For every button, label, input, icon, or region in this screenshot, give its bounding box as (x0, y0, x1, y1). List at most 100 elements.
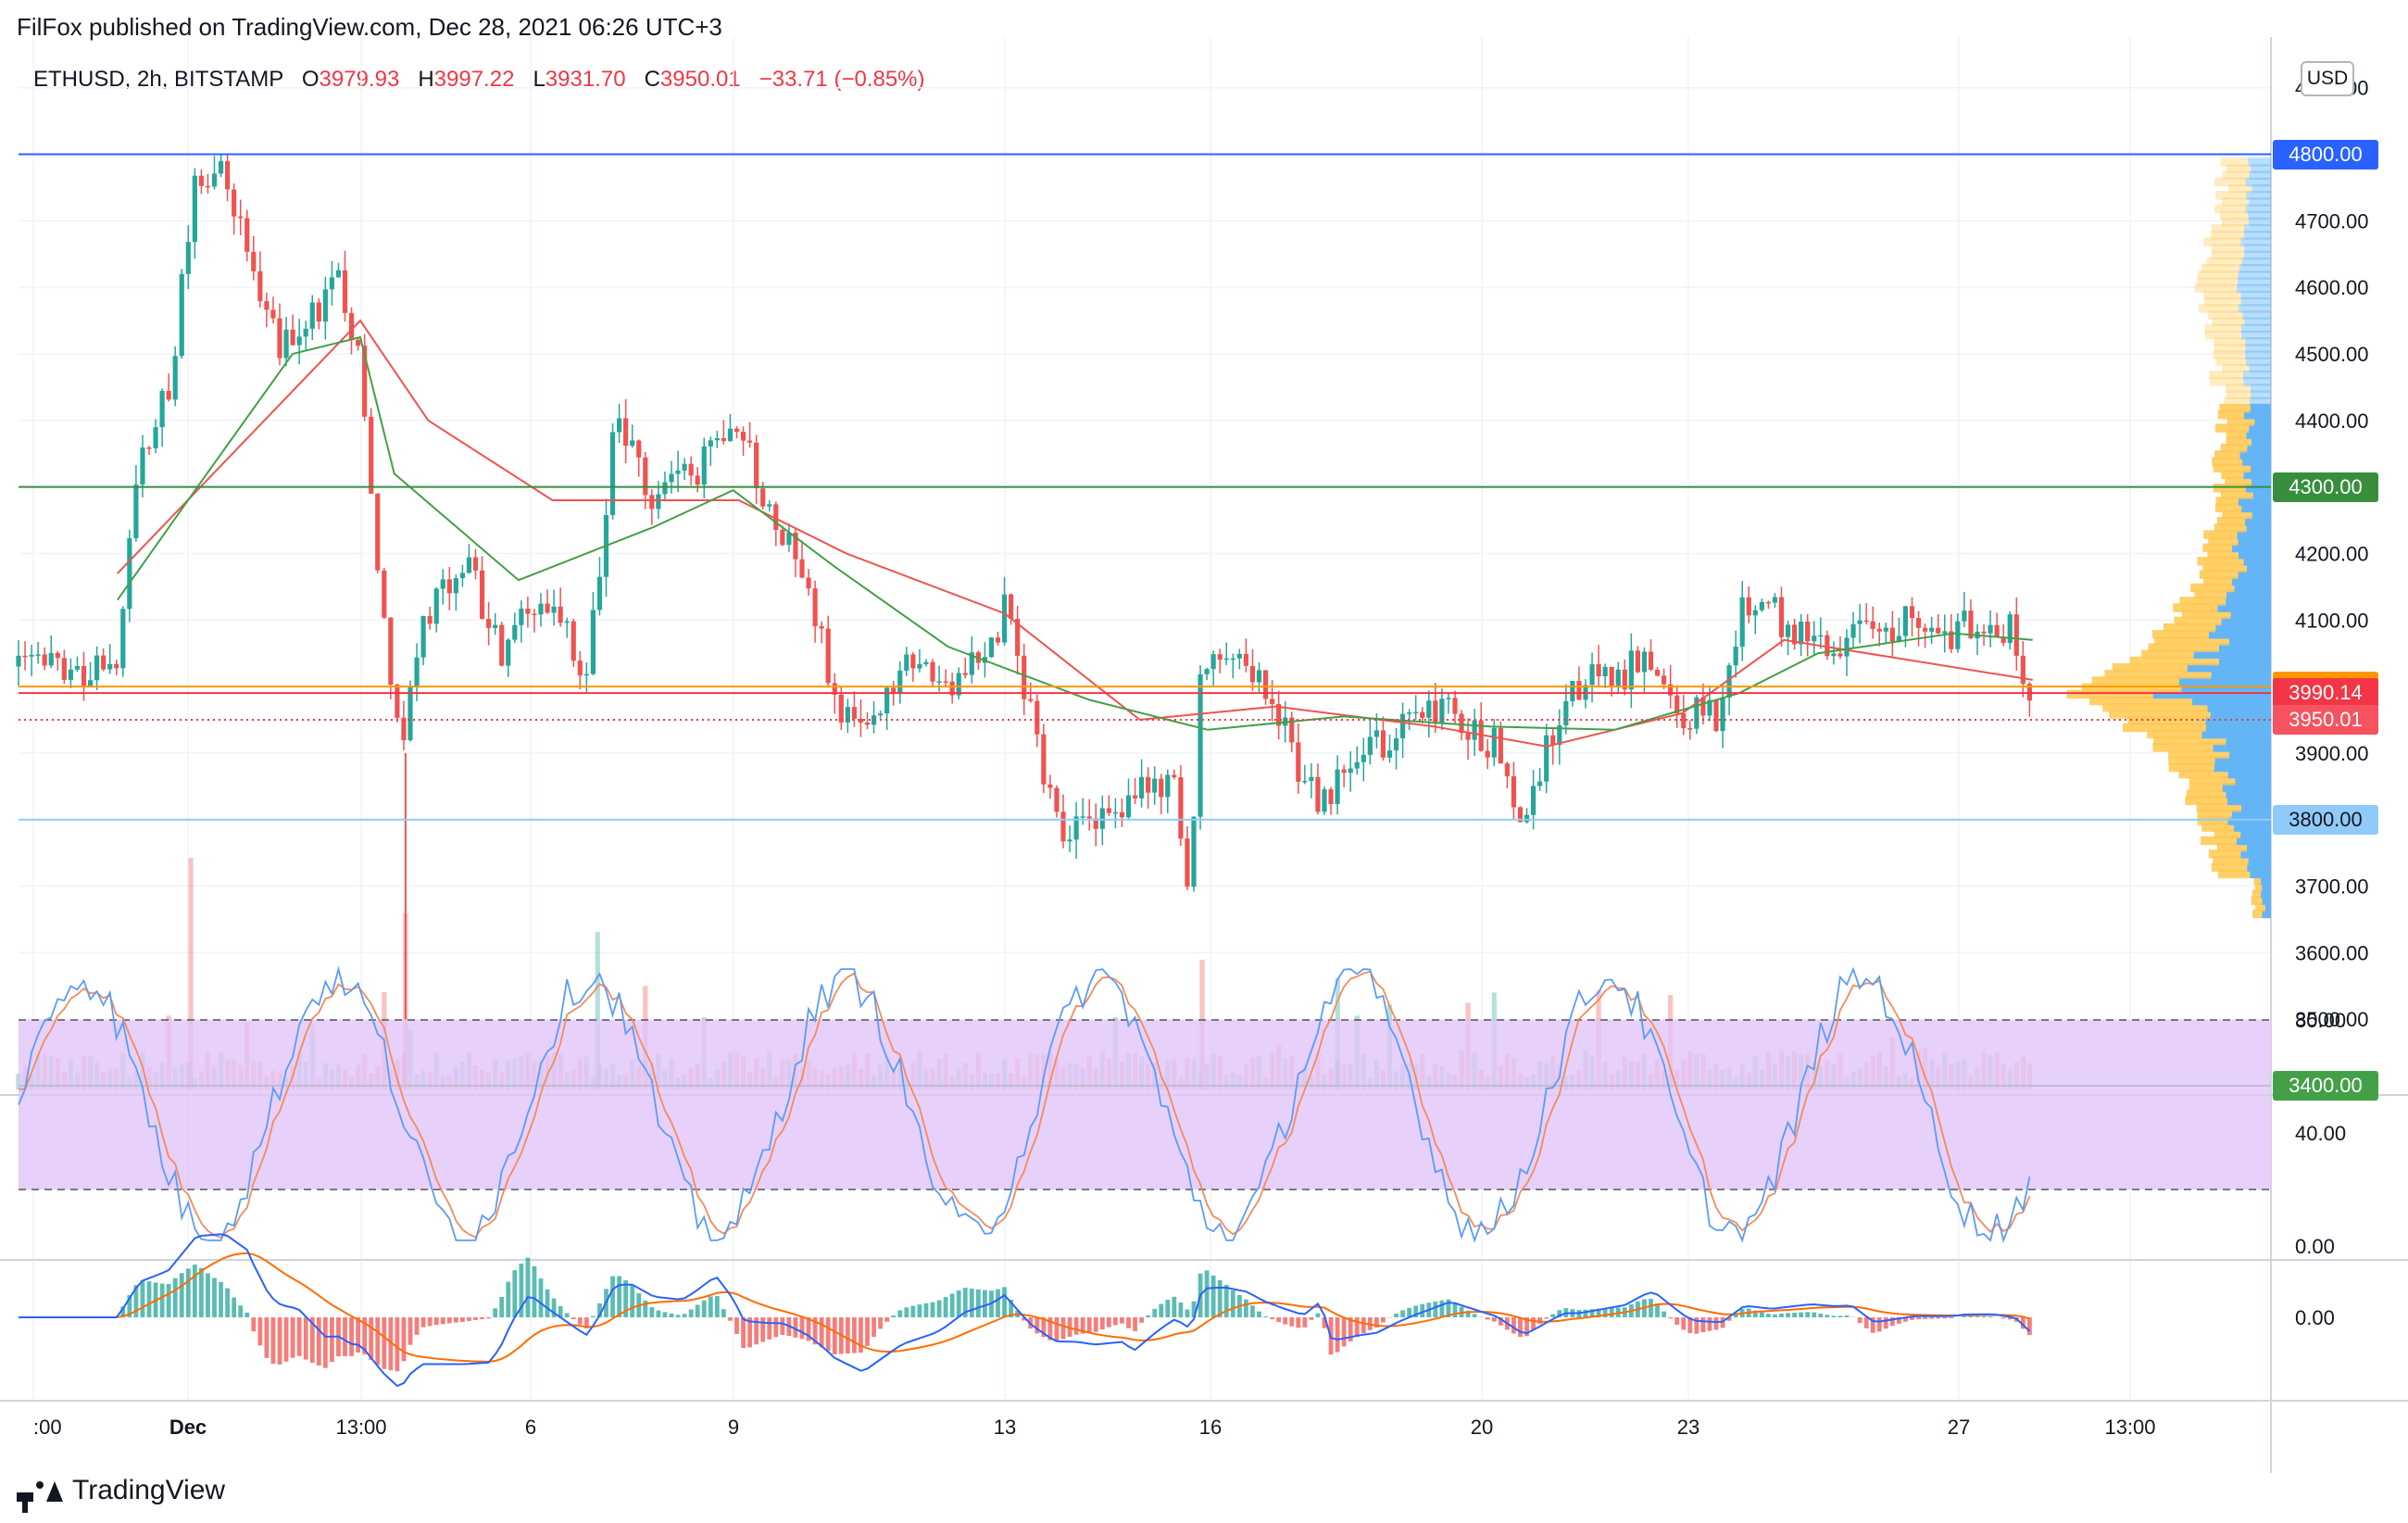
volume-profile-bar-up (2240, 296, 2271, 307)
candle-down (42, 647, 47, 671)
macd-bar (1962, 1315, 1967, 1317)
candle-body (969, 652, 974, 675)
candle-body (891, 687, 897, 695)
candle-down (1035, 694, 1040, 748)
candle-up (211, 156, 218, 190)
candle-body (532, 613, 537, 616)
macd-bar (133, 1285, 139, 1317)
candle-body (1968, 610, 1974, 639)
candle-down (1498, 721, 1503, 764)
volume-profile-bar-up (2187, 662, 2271, 673)
macd-bar (166, 1283, 171, 1317)
candle-body (656, 494, 661, 510)
candle-up (74, 656, 81, 673)
volume-profile-bar-down (2198, 304, 2239, 313)
candle-up (1236, 648, 1242, 670)
volume-profile-bar-up (2243, 470, 2271, 480)
candle-body (1641, 651, 1648, 673)
candle-body (146, 447, 152, 449)
volume-profile-bar-up (2251, 510, 2271, 520)
candle-body (22, 655, 28, 658)
macd-bar (316, 1317, 321, 1366)
candle-body (545, 603, 550, 613)
candle-body (2007, 614, 2013, 644)
volume-profile-bar-down (2168, 756, 2215, 765)
macd-bar (270, 1317, 276, 1365)
volume-profile-bar-down (2214, 177, 2246, 187)
macd-bar (1054, 1317, 1060, 1342)
volume-profile-bar-up (2243, 377, 2271, 386)
volume-profile-bar-down (2174, 616, 2222, 626)
volume-profile-bar-down (2181, 610, 2231, 619)
currency-button[interactable]: USD (2301, 61, 2354, 96)
grid-lines (19, 37, 2271, 1399)
candle-body (1386, 750, 1393, 758)
macd-bar (1133, 1317, 1137, 1331)
volume-profile-bar-down (2189, 783, 2223, 792)
candle-body (1517, 807, 1524, 823)
candle-body (1210, 654, 1216, 670)
candle-body (1962, 610, 1967, 622)
candle-body (238, 216, 244, 219)
macd-bar (682, 1314, 687, 1317)
candle-up (408, 680, 413, 742)
candle-up (1785, 621, 1791, 656)
candle-body (74, 665, 81, 670)
volume-profile-bar-up (2181, 683, 2271, 692)
candle-down (114, 659, 119, 675)
candle-body (1674, 695, 1680, 713)
volume-profile-bar-up (2247, 842, 2271, 852)
volume-profile-bar-up (2214, 762, 2271, 773)
macd-bar (1381, 1317, 1386, 1323)
candle-up (1844, 629, 1850, 676)
candle-body (218, 160, 224, 174)
volume-profile-bar-up (2242, 310, 2271, 320)
volume-profile-bar-down (2226, 390, 2251, 399)
macd-bar (917, 1304, 922, 1317)
macd-bar (427, 1317, 433, 1327)
macd-bar (1452, 1302, 1458, 1317)
volume-profile-bar-down (2211, 223, 2245, 233)
volume-profile-bar-up (2252, 490, 2271, 499)
candle-down (1825, 630, 1830, 661)
candle-body (114, 663, 119, 669)
candle-up (1537, 768, 1543, 791)
macd-bar (884, 1317, 890, 1322)
candle-up (1152, 766, 1158, 805)
volume-profile-bar-up (2238, 271, 2271, 280)
macd-bar (1681, 1317, 1687, 1330)
candle-body (433, 588, 439, 624)
candle-body (767, 504, 772, 507)
candle-down (1420, 707, 1425, 724)
candle-body (1060, 812, 1066, 842)
candle-down (290, 314, 295, 346)
candles (16, 155, 2032, 892)
tradingview-logo[interactable]: TradingView (17, 1475, 225, 1513)
candle-up (1472, 709, 1477, 757)
volume-profile-bar-down (2203, 296, 2241, 307)
candle-up (1256, 661, 1262, 694)
macd-bar (1210, 1275, 1216, 1317)
macd-bar (1524, 1317, 1529, 1337)
macd-bar (623, 1280, 629, 1317)
volume-profile-bar-down (2203, 530, 2238, 539)
macd-bar (1759, 1312, 1764, 1317)
volume-profile-bar-down (2213, 463, 2251, 472)
macd-bar (1361, 1317, 1366, 1334)
macd-bar (1910, 1317, 1914, 1320)
candle-body (714, 437, 720, 441)
candle-body (1236, 653, 1242, 659)
candle-down (780, 525, 785, 547)
candle-body (245, 218, 250, 252)
candle-body (949, 681, 955, 696)
candle-body (446, 579, 452, 594)
candle-body (1380, 730, 1386, 758)
candle-body (1805, 621, 1811, 642)
volume-profile-bar-up (2236, 836, 2271, 846)
candle-body (1093, 818, 1098, 829)
volume-profile-bar-up (2244, 250, 2271, 260)
candle-up (1361, 737, 1366, 782)
candle-body (1407, 712, 1412, 714)
macd-axis-tick: 0.00 (2295, 1306, 2335, 1329)
